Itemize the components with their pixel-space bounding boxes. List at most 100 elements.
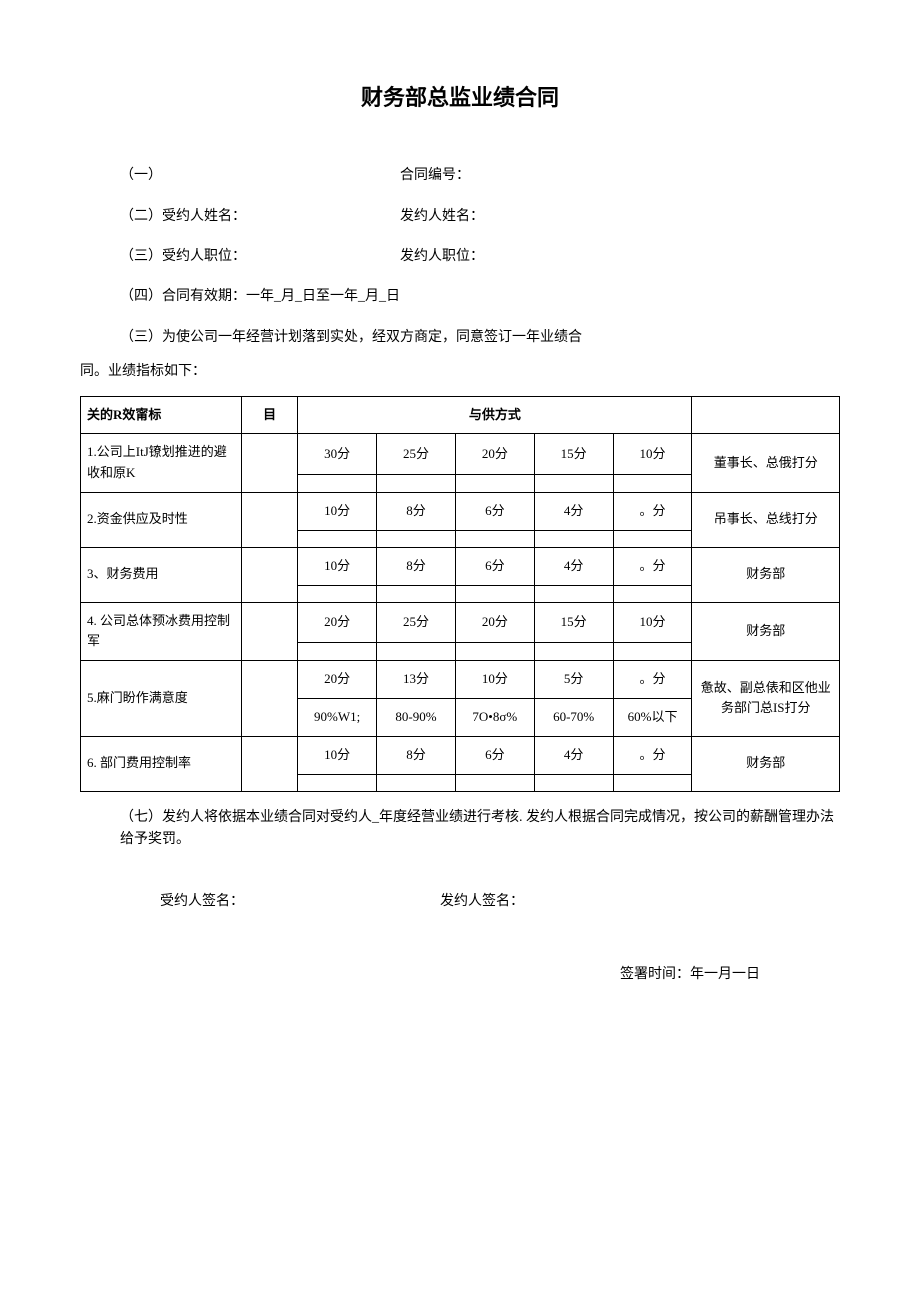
score-cell: 10分 xyxy=(613,434,692,474)
target-cell xyxy=(242,547,298,602)
empty-cell xyxy=(455,585,534,602)
field-positions: （三）受约人职位： 发约人职位： xyxy=(80,246,840,268)
indicator-cell: 5.麻门盼作满意度 xyxy=(81,661,242,737)
empty-cell xyxy=(455,474,534,492)
score-cell: 20分 xyxy=(298,602,377,642)
empty-cell xyxy=(613,474,692,492)
range-cell: 60%以下 xyxy=(613,698,692,736)
score-cell: 25分 xyxy=(377,602,456,642)
score-cell: 15分 xyxy=(534,602,613,642)
header-indicator: 关的R效甯标 xyxy=(81,396,242,434)
empty-cell xyxy=(613,774,692,791)
field-2-right: 发约人姓名： xyxy=(400,206,484,228)
empty-cell xyxy=(534,585,613,602)
field-3-left: （三）受约人职位： xyxy=(120,246,400,268)
empty-cell xyxy=(377,642,456,660)
empty-cell xyxy=(298,774,377,791)
empty-cell xyxy=(298,530,377,547)
evaluator-cell: 财务部 xyxy=(692,602,840,661)
score-cell: 4分 xyxy=(534,492,613,530)
score-cell: 。分 xyxy=(613,547,692,585)
header-method: 与供方式 xyxy=(298,396,692,434)
empty-cell xyxy=(455,642,534,660)
empty-cell xyxy=(613,585,692,602)
evaluator-cell: 董事长、总俄打分 xyxy=(692,434,840,493)
field-2-left: （二）受约人姓名： xyxy=(120,206,400,228)
score-cell: 。分 xyxy=(613,492,692,530)
score-cell: 。分 xyxy=(613,736,692,774)
empty-cell xyxy=(298,474,377,492)
table-row: 4. 公司总体预冰费用控制军 20分 25分 20分 15分 10分 财务部 xyxy=(81,602,840,642)
score-cell: 10分 xyxy=(455,661,534,699)
empty-cell xyxy=(298,642,377,660)
score-cell: 5分 xyxy=(534,661,613,699)
score-cell: 10分 xyxy=(298,547,377,585)
score-cell: 30分 xyxy=(298,434,377,474)
field-contract-number: （一） 合同编号： xyxy=(80,165,840,187)
score-cell: 20分 xyxy=(455,602,534,642)
empty-cell xyxy=(534,642,613,660)
score-cell: 10分 xyxy=(613,602,692,642)
empty-cell xyxy=(377,585,456,602)
table-row: 2.资金供应及时性 10分 8分 6分 4分 。分 吊事长、总线打分 xyxy=(81,492,840,530)
table-row: 5.麻门盼作满意度 20分 13分 10分 5分 。分 惫故、副总俵和区他业务部… xyxy=(81,661,840,699)
header-evaluator xyxy=(692,396,840,434)
table-row: 3、财务费用 10分 8分 6分 4分 。分 财务部 xyxy=(81,547,840,585)
field-validity: （四）合同有效期：一年_月_日至一年_月_日 xyxy=(80,286,840,308)
score-cell: 8分 xyxy=(377,547,456,585)
score-cell: 4分 xyxy=(534,547,613,585)
evaluator-cell: 惫故、副总俵和区他业务部门总IS打分 xyxy=(692,661,840,737)
target-cell xyxy=(242,434,298,493)
empty-cell xyxy=(377,774,456,791)
table-header-row: 关的R效甯标 目 与供方式 xyxy=(81,396,840,434)
field-3-right: 发约人职位： xyxy=(400,246,484,268)
target-cell xyxy=(242,492,298,547)
score-cell: 20分 xyxy=(298,661,377,699)
field-1-value: 合同编号： xyxy=(400,165,470,187)
empty-cell xyxy=(534,474,613,492)
evaluator-cell: 吊事长、总线打分 xyxy=(692,492,840,547)
indicator-cell: 2.资金供应及时性 xyxy=(81,492,242,547)
intro-line-1: （三）为使公司一年经营计划落到实处，经双方商定，同意签订一年业绩合 xyxy=(80,327,840,349)
target-cell xyxy=(242,602,298,661)
range-cell: 80-90% xyxy=(377,698,456,736)
score-cell: 13分 xyxy=(377,661,456,699)
empty-cell xyxy=(377,474,456,492)
indicator-cell: 6. 部门费用控制率 xyxy=(81,736,242,791)
range-cell: 90%W1; xyxy=(298,698,377,736)
score-cell: 15分 xyxy=(534,434,613,474)
empty-cell xyxy=(613,642,692,660)
indicator-cell: 1.公司上ItJ镣划推进的避收和原K xyxy=(81,434,242,493)
empty-cell xyxy=(455,774,534,791)
header-target: 目 xyxy=(242,396,298,434)
sign-right: 发约人签名： xyxy=(440,891,524,913)
empty-cell xyxy=(377,530,456,547)
target-cell xyxy=(242,661,298,737)
empty-cell xyxy=(613,530,692,547)
evaluator-cell: 财务部 xyxy=(692,736,840,791)
sign-left: 受约人签名： xyxy=(160,891,440,913)
score-cell: 25分 xyxy=(377,434,456,474)
empty-cell xyxy=(298,585,377,602)
empty-cell xyxy=(534,774,613,791)
table-row: 6. 部门费用控制率 10分 8分 6分 4分 。分 财务部 xyxy=(81,736,840,774)
score-cell: 8分 xyxy=(377,736,456,774)
evaluator-cell: 财务部 xyxy=(692,547,840,602)
range-cell: 7O•8σ% xyxy=(455,698,534,736)
document-title: 财务部总监业绩合同 xyxy=(80,80,840,115)
score-cell: 6分 xyxy=(455,736,534,774)
range-cell: 60-70% xyxy=(534,698,613,736)
footer-clause: （七）发约人将依据本业绩合同对受约人_年度经营业绩进行考核. 发约人根据合同完成… xyxy=(80,807,840,852)
indicator-cell: 4. 公司总体预冰费用控制军 xyxy=(81,602,242,661)
empty-cell xyxy=(534,530,613,547)
indicator-cell: 3、财务费用 xyxy=(81,547,242,602)
score-cell: 10分 xyxy=(298,736,377,774)
intro-line-2: 同。业绩指标如下： xyxy=(80,361,840,383)
field-names: （二）受约人姓名： 发约人姓名： xyxy=(80,206,840,228)
score-cell: 8分 xyxy=(377,492,456,530)
signature-row: 受约人签名： 发约人签名： xyxy=(80,891,840,913)
score-cell: 4分 xyxy=(534,736,613,774)
sign-date: 签署时间：年一月一日 xyxy=(80,964,840,986)
target-cell xyxy=(242,736,298,791)
score-cell: 20分 xyxy=(455,434,534,474)
